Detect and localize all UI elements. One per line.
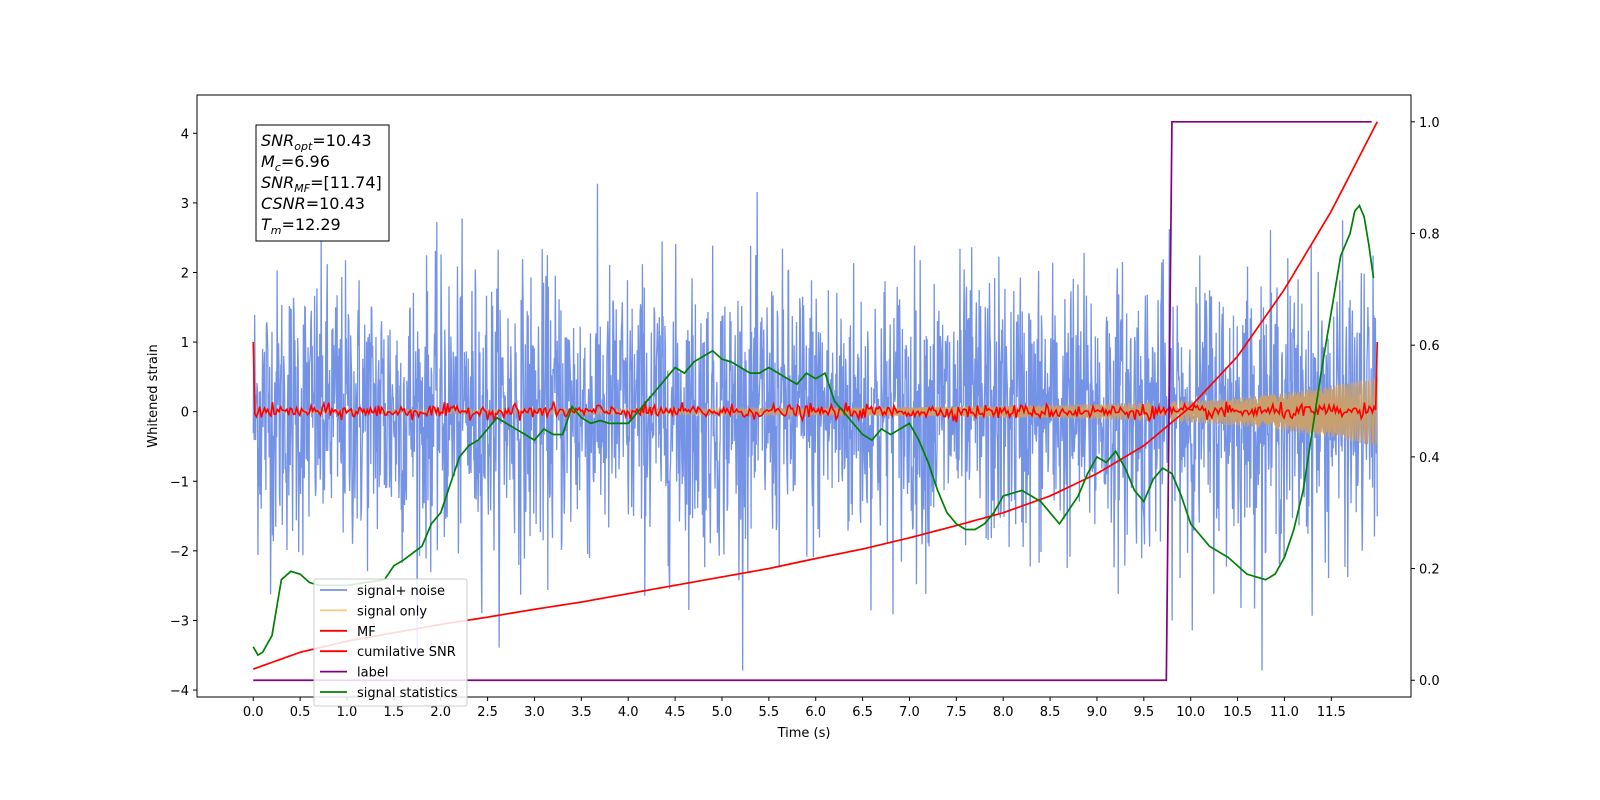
- y-right-tick-label: 1.0: [1419, 116, 1440, 131]
- y-left-tick-label: −2: [170, 545, 189, 560]
- x-axis-label: Time (s): [777, 726, 831, 741]
- stats-symbol: SNR: [261, 131, 294, 150]
- x-tick-label: 10.0: [1176, 705, 1205, 720]
- series-signal-noise: [252, 183, 1378, 671]
- stats-subscript: m: [271, 224, 282, 237]
- stats-value: =[11.74]: [310, 173, 382, 192]
- stats-subscript: opt: [294, 140, 313, 153]
- stats-symbol: M: [261, 152, 275, 171]
- x-tick-label: 10.5: [1223, 705, 1252, 720]
- stats-line: CSNR=10.43: [261, 194, 365, 213]
- stats-symbol: T: [261, 215, 272, 234]
- x-tick-label: 4.5: [665, 705, 686, 720]
- y-left-tick-label: 3: [181, 197, 189, 212]
- stats-subscript: MF: [294, 182, 310, 195]
- stats-box-frame: [255, 124, 390, 242]
- x-tick-label: 11.5: [1317, 705, 1346, 720]
- y-right-tick-label: 0.6: [1419, 339, 1440, 354]
- x-tick-label: 9.0: [1087, 705, 1108, 720]
- stats-value: =10.43: [306, 194, 365, 213]
- legend-frame: [313, 578, 468, 707]
- legend-entry: signal statistics: [357, 686, 458, 701]
- y-left-tick-label: 0: [181, 406, 189, 421]
- stats-subscript: c: [275, 161, 281, 174]
- axis-ticks: 0.0 0.5 1.0 1.5 2.0 2.5 3.0 3.5 4.0 4.5 5.0 5.5 6.0 6…: [170, 116, 1440, 720]
- x-tick-label: 2.5: [477, 705, 498, 720]
- stats-line: Tm=12.29: [261, 215, 341, 237]
- legend-entry: signal only: [357, 604, 427, 619]
- stats-line: SNRMF=[11.74]: [261, 173, 382, 195]
- y-right-tick-label: 0.4: [1419, 451, 1440, 466]
- stats-line: Mc=6.96: [261, 152, 330, 174]
- stats-value: =10.43: [312, 131, 371, 150]
- y-left-tick-label: 2: [181, 266, 189, 281]
- y-left-tick-label: 1: [181, 336, 189, 351]
- x-tick-label: 7.0: [899, 705, 920, 720]
- legend-entry: MF: [357, 625, 376, 640]
- x-tick-label: 9.5: [1133, 705, 1154, 720]
- legend-entry: signal+ noise: [357, 584, 445, 599]
- series-label: [253, 120, 1372, 682]
- x-tick-label: 8.5: [1040, 705, 1061, 720]
- y-right-tick-label: 0.8: [1419, 227, 1440, 242]
- x-tick-label: 2.0: [430, 705, 451, 720]
- x-tick-label: 3.5: [571, 705, 592, 720]
- y-left-tick-label: −4: [170, 684, 189, 699]
- x-tick-label: 6.5: [852, 705, 873, 720]
- x-tick-label: 0.0: [243, 705, 264, 720]
- stats-box: SNRopt=10.43Mc=6.96SNRMF=[11.74]CSNR=10.…: [255, 124, 390, 242]
- x-tick-label: 5.5: [759, 705, 780, 720]
- y-left-tick-label: −1: [170, 475, 189, 490]
- x-tick-label: 4.0: [618, 705, 639, 720]
- series-mf: [252, 342, 1379, 423]
- legend: signal+ noise signal only MF cumilative SNR…: [313, 578, 468, 707]
- x-tick-label: 8.0: [993, 705, 1014, 720]
- x-tick-label: 5.0: [712, 705, 733, 720]
- axes-frame: [196, 94, 1412, 698]
- legend-entry: cumilative SNR: [357, 645, 456, 660]
- stats-value: =6.96: [281, 152, 330, 171]
- x-tick-label: 6.0: [805, 705, 826, 720]
- y-right-tick-label: 0.2: [1419, 563, 1440, 578]
- y-right-tick-label: 0.0: [1419, 674, 1440, 689]
- x-tick-label: 1.0: [337, 705, 358, 720]
- stats-symbol: SNR: [261, 173, 294, 192]
- x-tick-label: 1.5: [384, 705, 405, 720]
- y-axis-label: Whitened strain: [146, 344, 161, 447]
- y-left-tick-label: −3: [170, 614, 189, 629]
- x-tick-label: 3.0: [524, 705, 545, 720]
- stats-line: SNRopt=10.43: [261, 131, 372, 153]
- stats-symbol: CSNR: [261, 194, 306, 213]
- series-signal-statistics: [252, 203, 1375, 657]
- stats-value: =12.29: [282, 215, 341, 234]
- y-left-tick-label: 4: [181, 127, 189, 142]
- x-tick-label: 11.0: [1270, 705, 1299, 720]
- legend-entry: label: [357, 666, 388, 681]
- x-tick-label: 7.5: [946, 705, 967, 720]
- x-tick-label: 0.5: [290, 705, 311, 720]
